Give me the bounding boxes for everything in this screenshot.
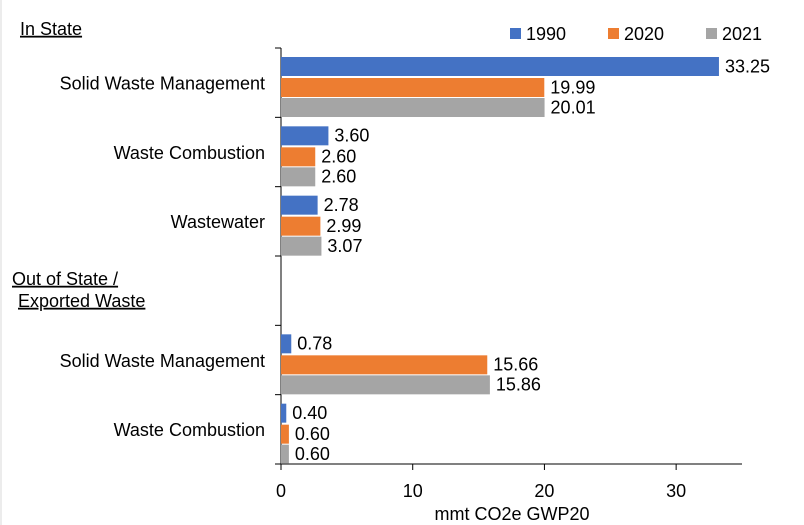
section-label: Out of State / — [12, 269, 118, 289]
section-label: In State — [20, 19, 82, 39]
data-label: 0.60 — [295, 444, 330, 464]
data-label: 0.40 — [292, 403, 327, 423]
bar — [281, 126, 329, 146]
data-label: 2.60 — [321, 167, 356, 187]
y-tick-label: Solid Waste Management — [60, 73, 265, 93]
bar — [281, 147, 316, 167]
legend-swatch — [608, 28, 619, 39]
x-tick-label: 30 — [666, 481, 686, 501]
data-label: 2.78 — [324, 195, 359, 215]
y-tick-label: Solid Waste Management — [60, 351, 265, 371]
legend-swatch — [510, 28, 521, 39]
bar — [281, 78, 545, 97]
bar — [281, 236, 322, 256]
bar — [281, 355, 488, 375]
x-axis-title: mmt CO2e GWP20 — [434, 504, 589, 524]
x-tick-label: 20 — [534, 481, 554, 501]
data-label: 15.66 — [493, 355, 538, 375]
bar — [281, 403, 287, 423]
data-label: 2.60 — [321, 147, 356, 167]
y-tick-label: Waste Combustion — [114, 420, 265, 440]
bar — [281, 424, 289, 444]
data-label: 15.86 — [496, 375, 541, 395]
data-label: 3.60 — [334, 126, 369, 146]
bar — [281, 98, 545, 117]
data-label: 2.99 — [326, 216, 361, 236]
legend-label: 2020 — [624, 24, 664, 44]
bar — [281, 216, 321, 236]
data-label: 0.78 — [297, 334, 332, 354]
bar — [281, 375, 490, 395]
bar — [281, 167, 316, 187]
y-tick-label: Wastewater — [171, 212, 265, 232]
legend-label: 1990 — [526, 24, 566, 44]
data-label: 19.99 — [550, 77, 595, 97]
y-tick-label: Waste Combustion — [114, 143, 265, 163]
data-label: 0.60 — [295, 424, 330, 444]
data-label: 20.01 — [551, 97, 596, 117]
bar — [281, 195, 318, 215]
bar — [281, 444, 289, 464]
bar — [281, 57, 719, 76]
legend-label: 2021 — [722, 24, 762, 44]
data-label: 33.25 — [725, 56, 770, 76]
section-label: Exported Waste — [18, 291, 145, 311]
bar — [281, 334, 292, 354]
legend-swatch — [706, 28, 717, 39]
x-tick-label: 0 — [276, 481, 286, 501]
x-tick-label: 10 — [403, 481, 423, 501]
data-label: 3.07 — [327, 236, 362, 256]
